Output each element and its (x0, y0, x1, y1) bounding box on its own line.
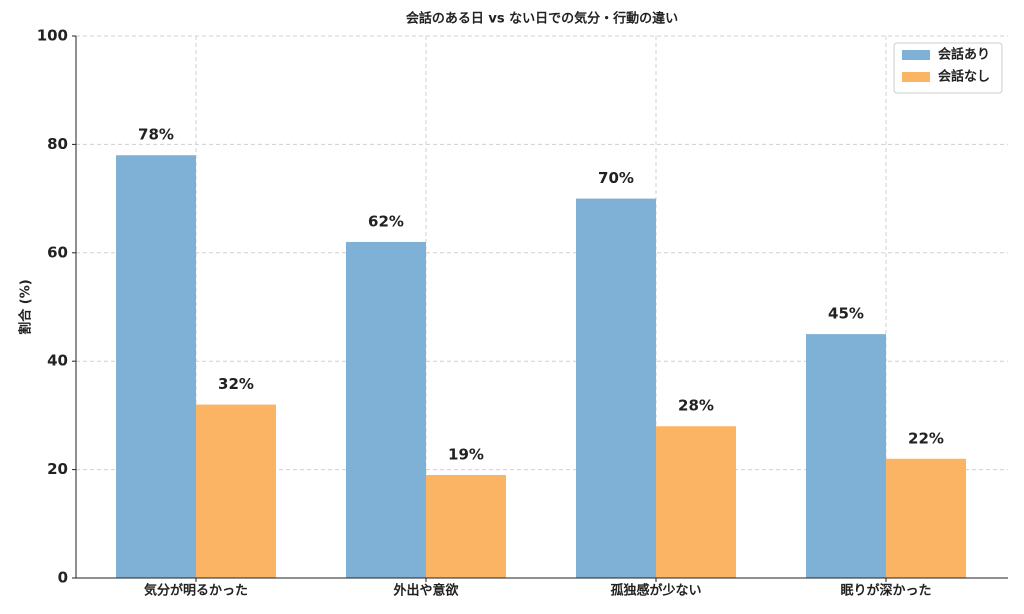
value-label: 28% (678, 397, 714, 415)
value-label: 19% (448, 446, 484, 464)
chart-title: 会話のある日 vs ない日での気分・行動の違い (406, 11, 678, 27)
y-tick-label: 100 (37, 27, 68, 45)
value-label: 78% (138, 126, 174, 144)
value-label: 62% (368, 212, 404, 230)
x-tick-label: 眠りが深かった (840, 583, 931, 599)
y-axis-label: 割合 (%) (18, 279, 34, 334)
x-tick-label: 外出や意欲 (392, 583, 458, 599)
bar (576, 198, 656, 578)
value-label: 32% (218, 375, 254, 393)
value-label: 45% (828, 305, 864, 323)
y-tick-label: 40 (47, 352, 68, 370)
legend-label: 会話あり (938, 47, 990, 63)
y-tick-label: 60 (47, 243, 68, 261)
y-tick-label: 0 (58, 569, 68, 587)
y-tick-label: 20 (47, 460, 68, 478)
legend-label: 会話なし (938, 69, 990, 85)
value-label: 22% (908, 429, 944, 447)
legend-swatch (902, 50, 930, 60)
x-tick-label: 気分が明るかった (144, 583, 248, 599)
bar (196, 404, 276, 578)
bar (116, 155, 196, 579)
bar (346, 241, 426, 578)
y-tick-label: 80 (47, 135, 68, 153)
legend-swatch (902, 72, 930, 82)
bar (426, 475, 506, 578)
x-tick-label: 孤独感が少ない (610, 583, 701, 599)
bar (806, 334, 886, 578)
bar (656, 426, 736, 578)
value-label: 70% (598, 169, 634, 187)
bar (886, 458, 966, 578)
